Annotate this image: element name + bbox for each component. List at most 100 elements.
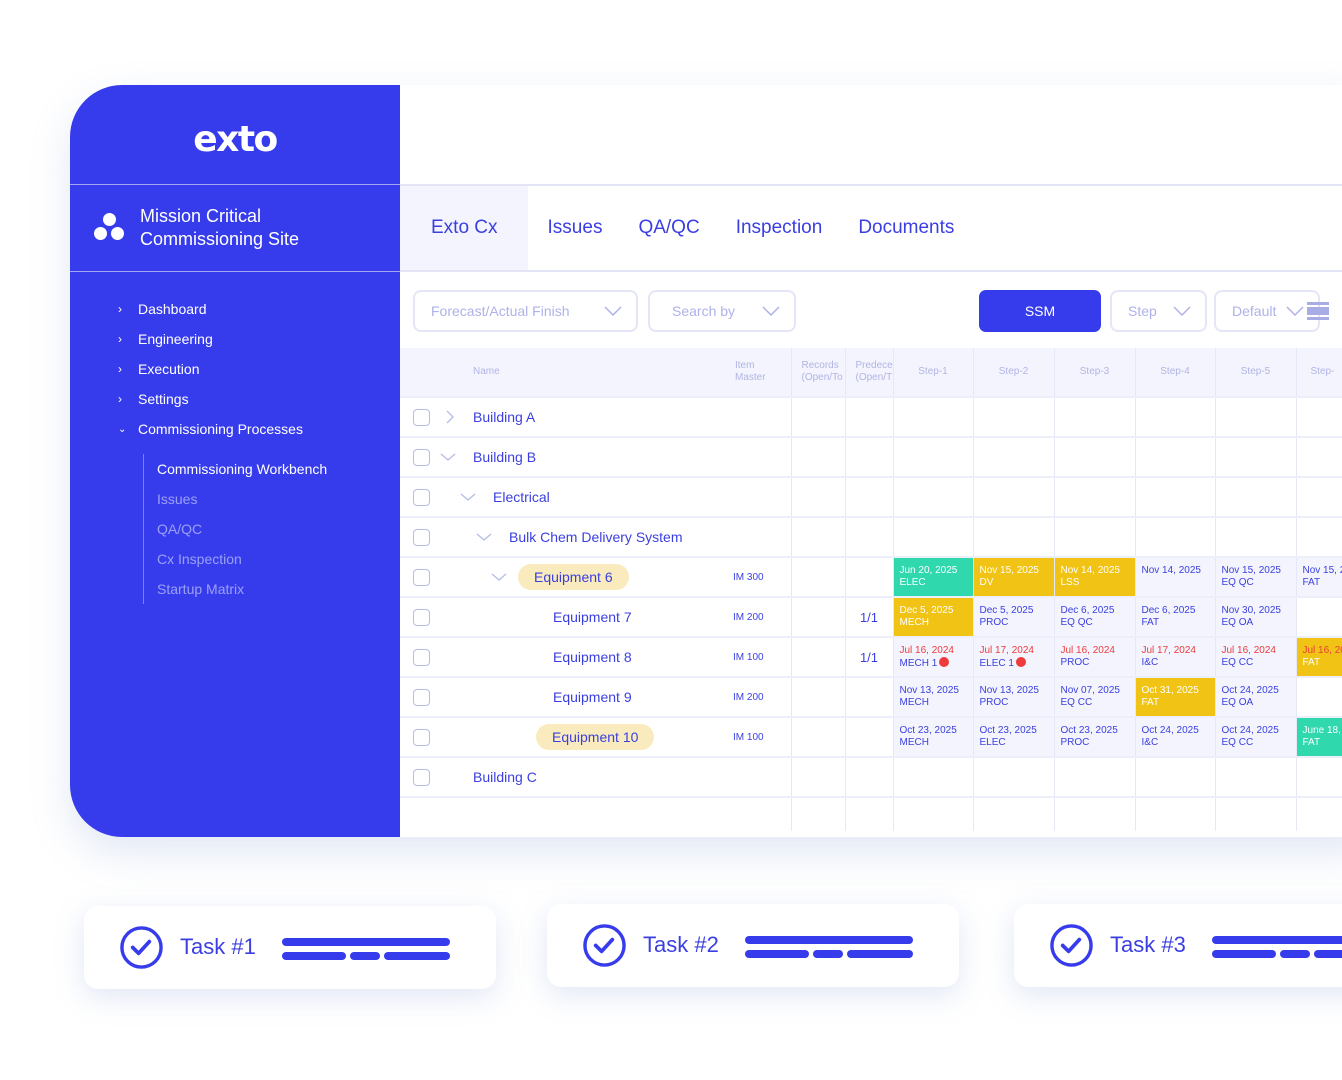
density-menu-icon[interactable] — [1307, 302, 1329, 320]
row-name[interactable]: Building B — [473, 449, 537, 465]
step-cell[interactable]: Nov 15, 2025 EQ QC — [1214, 556, 1296, 597]
row-checkbox[interactable] — [413, 729, 430, 746]
step-cell[interactable]: Nov 30, 2025 EQ OA — [1214, 596, 1296, 637]
tab-exto-cx[interactable]: Exto Cx — [400, 186, 528, 270]
step-cell[interactable]: Jul 16, 20 FAT — [1295, 636, 1342, 677]
table-row[interactable]: Equipment 6 IM 300 Jun 20, 2025 ELEC Nov … — [400, 556, 1342, 597]
step-cell[interactable]: Jul 16, 2024 EQ CC — [1214, 636, 1296, 677]
column-header-predecessors[interactable]: Predece (Open/T — [844, 348, 893, 397]
site-selector[interactable]: Mission Critical Commissioning Site — [70, 185, 400, 272]
column-header-step-1[interactable]: Step-1 — [892, 348, 973, 397]
step-cell[interactable]: Dec 5, 2025 MECH — [892, 596, 973, 637]
step-cell[interactable]: Nov 13, 2025 PROC — [972, 676, 1054, 717]
tab-inspection[interactable]: Inspection — [735, 217, 823, 238]
sidebar-subitem-issues[interactable]: Issues — [157, 491, 198, 507]
table-row[interactable]: Equipment 7 IM 200 1/1 Dec 5, 2025 MECH D… — [400, 596, 1342, 637]
row-name-highlighted[interactable]: Equipment 6 — [518, 564, 629, 590]
row-name[interactable]: Building A — [473, 409, 536, 425]
column-header-item-master[interactable]: Item Master — [730, 348, 791, 397]
step-cell[interactable]: Oct 23, 2025 MECH — [892, 716, 973, 757]
row-checkbox[interactable] — [413, 529, 430, 546]
row-checkbox[interactable] — [413, 609, 430, 626]
step-cell[interactable]: Nov 15, 2025 DV — [972, 556, 1054, 597]
step-cell[interactable] — [1295, 596, 1342, 637]
row-name[interactable]: Bulk Chem Delivery System — [509, 529, 683, 545]
column-header-step-2[interactable]: Step-2 — [972, 348, 1054, 397]
tab-qaqc[interactable]: QA/QC — [638, 217, 700, 238]
step-filter-dropdown[interactable]: Step — [1110, 290, 1207, 332]
ssm-button[interactable]: SSM — [979, 290, 1101, 332]
row-name[interactable]: Equipment 9 — [553, 689, 632, 705]
row-checkbox[interactable] — [413, 769, 430, 786]
table-row[interactable]: Electrical — [400, 476, 1342, 517]
table-row[interactable]: Building B — [400, 436, 1342, 477]
chevron-right-icon[interactable] — [442, 410, 458, 424]
table-row[interactable]: Equipment 10 IM 100 Oct 23, 2025 MECH Oct… — [400, 716, 1342, 757]
table-row[interactable]: Equipment 9 IM 200 Nov 13, 2025 MECH Nov … — [400, 676, 1342, 717]
sidebar-item-commissioning-processes[interactable]: ⌄ Commissioning Processes — [118, 421, 303, 437]
step-cell[interactable]: Oct 24, 2025 I&C — [1134, 716, 1215, 757]
step-cell[interactable]: Jul 17, 2024 I&C — [1134, 636, 1215, 677]
step-cell[interactable] — [1295, 676, 1342, 717]
row-checkbox[interactable] — [413, 489, 430, 506]
step-cell[interactable]: Dec 5, 2025 PROC — [972, 596, 1054, 637]
chevron-down-icon[interactable] — [476, 530, 492, 544]
table-row[interactable]: Building A — [400, 396, 1342, 437]
row-name[interactable]: Equipment 8 — [553, 649, 632, 665]
chevron-down-icon[interactable] — [491, 570, 507, 584]
row-checkbox[interactable] — [413, 409, 430, 426]
step-cell[interactable]: Oct 24, 2025 EQ CC — [1214, 716, 1296, 757]
sidebar-subitem-cx-inspection[interactable]: Cx Inspection — [157, 551, 242, 567]
step-cell[interactable]: Oct 23, 2025 ELEC — [972, 716, 1054, 757]
step-cell[interactable]: Jul 16, 2024 PROC — [1053, 636, 1135, 677]
row-name[interactable]: Building C — [473, 769, 537, 785]
sidebar-subitem-commissioning-workbench[interactable]: Commissioning Workbench — [157, 461, 328, 477]
column-header-records[interactable]: Records (Open/To — [790, 348, 845, 397]
step-cell[interactable]: Dec 6, 2025 FAT — [1134, 596, 1215, 637]
sidebar-item-settings[interactable]: › Settings — [118, 391, 189, 407]
task-card-3[interactable]: Task #3 — [1014, 904, 1342, 987]
step-cell[interactable]: Oct 31, 2025 FAT — [1134, 676, 1215, 717]
exto-logo[interactable]: exto — [193, 119, 278, 160]
step-cell[interactable]: Nov 14, 2025 LSS — [1053, 556, 1135, 597]
sidebar-subitem-qaqc[interactable]: QA/QC — [157, 521, 203, 537]
row-checkbox[interactable] — [413, 689, 430, 706]
row-name-highlighted[interactable]: Equipment 10 — [536, 724, 655, 750]
step-cell[interactable]: Dec 6, 2025 EQ QC — [1053, 596, 1135, 637]
table-row[interactable]: Building C — [400, 756, 1342, 797]
row-checkbox[interactable] — [413, 649, 430, 666]
column-header-step-6[interactable]: Step- — [1295, 348, 1342, 397]
chevron-down-icon[interactable] — [440, 450, 456, 464]
step-cell[interactable]: Nov 15, 2 FAT — [1295, 556, 1342, 597]
search-by-dropdown[interactable]: Search by — [648, 290, 796, 332]
alert-icon[interactable] — [1015, 656, 1026, 667]
step-cell[interactable]: Jul 17, 2024 ELEC 1 — [972, 636, 1054, 677]
step-cell[interactable]: Jul 16, 2024 MECH 1 — [892, 636, 973, 677]
column-header-step-3[interactable]: Step-3 — [1053, 348, 1135, 397]
step-cell[interactable]: Jun 20, 2025 ELEC — [892, 556, 973, 597]
column-header-step-5[interactable]: Step-5 — [1214, 348, 1296, 397]
step-cell[interactable]: June 18, FAT — [1295, 716, 1342, 757]
sidebar-item-engineering[interactable]: › Engineering — [118, 331, 213, 347]
view-filter-dropdown[interactable]: Default — [1214, 290, 1320, 332]
step-cell[interactable]: Nov 13, 2025 MECH — [892, 676, 973, 717]
row-checkbox[interactable] — [413, 569, 430, 586]
step-cell[interactable]: Oct 23, 2025 PROC — [1053, 716, 1135, 757]
row-name[interactable]: Electrical — [493, 489, 550, 505]
column-header-step-4[interactable]: Step-4 — [1134, 348, 1215, 397]
table-row[interactable]: Equipment 8 IM 100 1/1 Jul 16, 2024 MECH … — [400, 636, 1342, 677]
task-card-1[interactable]: Task #1 — [84, 906, 496, 989]
sidebar-subitem-startup-matrix[interactable]: Startup Matrix — [157, 581, 245, 597]
alert-icon[interactable] — [939, 656, 950, 667]
step-cell[interactable]: Oct 24, 2025 EQ OA — [1214, 676, 1296, 717]
table-row[interactable]: Bulk Chem Delivery System — [400, 516, 1342, 557]
date-filter-dropdown[interactable]: Forecast/Actual Finish — [413, 290, 638, 332]
chevron-down-icon[interactable] — [460, 490, 476, 504]
row-checkbox[interactable] — [413, 449, 430, 466]
sidebar-item-execution[interactable]: › Execution — [118, 361, 200, 377]
step-cell[interactable]: Nov 14, 2025 — [1134, 556, 1215, 597]
step-cell[interactable]: Nov 07, 2025 EQ CC — [1053, 676, 1135, 717]
tab-documents[interactable]: Documents — [858, 217, 955, 238]
tab-issues[interactable]: Issues — [547, 217, 603, 238]
sidebar-item-dashboard[interactable]: › Dashboard — [118, 301, 207, 317]
